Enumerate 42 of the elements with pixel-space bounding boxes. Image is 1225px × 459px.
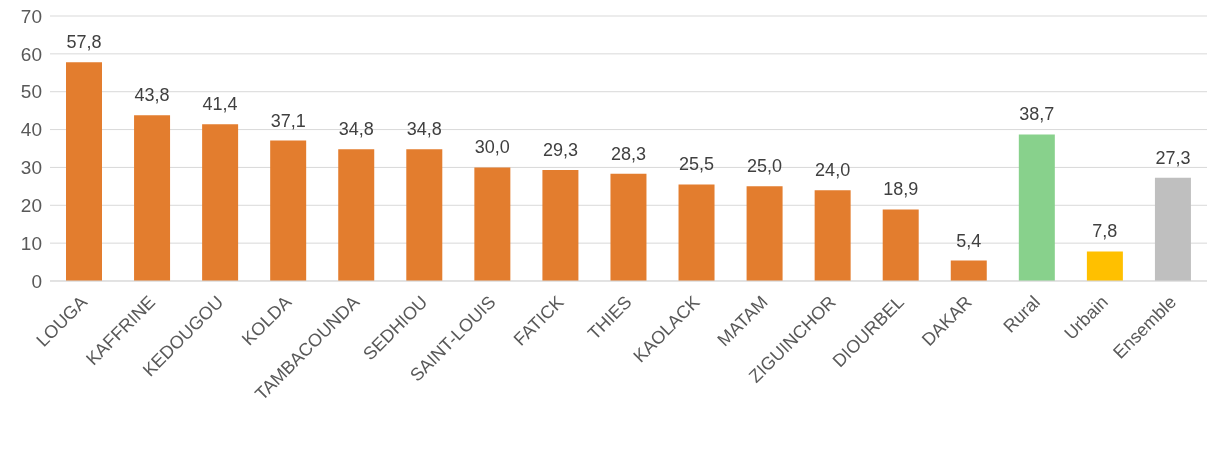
bar bbox=[882, 209, 919, 281]
data-label: 7,8 bbox=[1092, 221, 1118, 242]
bar bbox=[1086, 251, 1123, 281]
bar bbox=[1018, 134, 1055, 281]
y-tick-label: 40 bbox=[20, 119, 42, 141]
data-label: 57,8 bbox=[66, 32, 102, 53]
bar bbox=[542, 170, 579, 281]
y-tick-label: 50 bbox=[20, 81, 42, 103]
data-label: 43,8 bbox=[134, 85, 170, 106]
bar bbox=[406, 149, 443, 281]
data-label: 25,5 bbox=[679, 154, 715, 175]
data-label: 41,4 bbox=[202, 94, 238, 115]
data-label: 37,1 bbox=[270, 110, 306, 131]
data-label: 5,4 bbox=[956, 230, 982, 251]
bar bbox=[270, 140, 307, 281]
bar bbox=[202, 124, 239, 281]
bar bbox=[474, 167, 511, 281]
y-tick-label: 20 bbox=[20, 195, 42, 217]
bar bbox=[66, 62, 102, 281]
data-label: 34,8 bbox=[406, 119, 442, 140]
bar bbox=[746, 186, 783, 281]
data-label: 38,7 bbox=[1019, 104, 1055, 125]
bar bbox=[814, 190, 851, 281]
data-label: 24,0 bbox=[815, 160, 851, 181]
bar bbox=[950, 260, 987, 281]
bar bbox=[610, 173, 647, 281]
data-label: 25,0 bbox=[747, 156, 783, 177]
data-label: 28,3 bbox=[610, 143, 646, 164]
data-label: 18,9 bbox=[883, 179, 919, 200]
data-label: 29,3 bbox=[542, 140, 578, 161]
y-tick-label: 70 bbox=[20, 5, 42, 27]
data-label: 34,8 bbox=[338, 119, 374, 140]
bar bbox=[134, 115, 171, 281]
bar bbox=[1154, 177, 1191, 281]
bar bbox=[678, 184, 715, 281]
y-tick-label: 0 bbox=[31, 270, 42, 292]
data-label: 30,0 bbox=[474, 137, 510, 158]
y-tick-label: 30 bbox=[20, 157, 42, 179]
data-label: 27,3 bbox=[1155, 147, 1191, 168]
y-tick-label: 10 bbox=[20, 232, 42, 254]
y-tick-label: 60 bbox=[20, 43, 42, 65]
bar bbox=[338, 149, 375, 281]
